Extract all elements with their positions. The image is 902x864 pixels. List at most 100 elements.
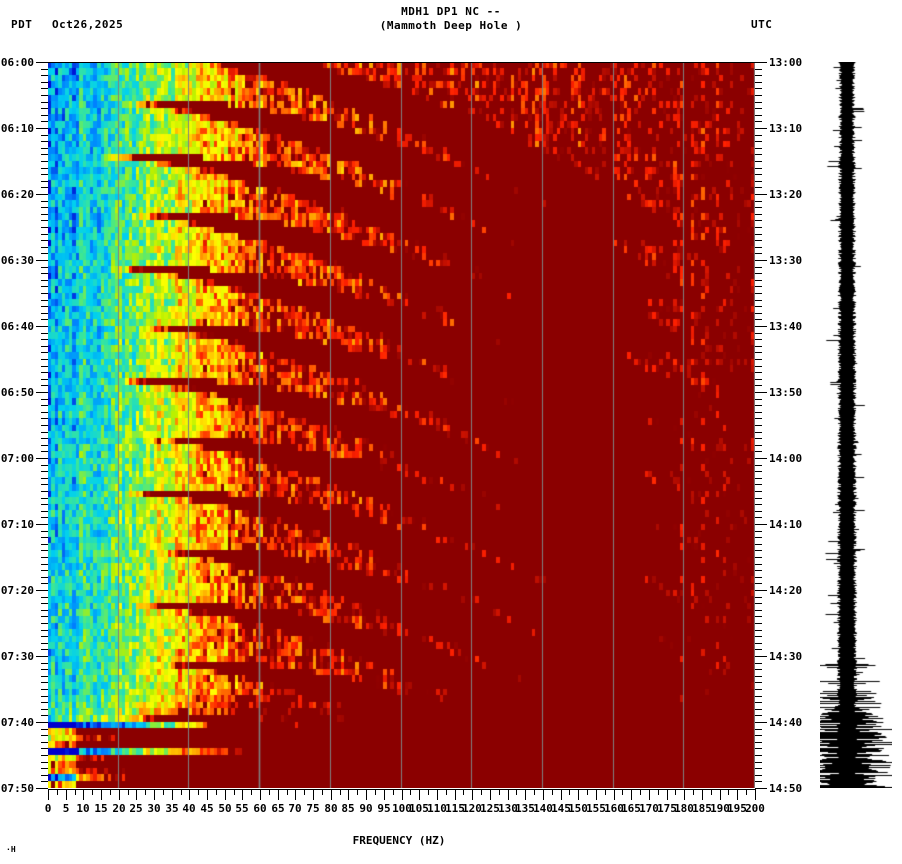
freq-tick-major [737,789,738,800]
time-tick-minor-right [755,630,762,631]
freq-label: 165 [621,802,641,815]
freq-tick-minor [234,789,235,795]
freq-tick-major [242,789,243,800]
time-tick-minor-left [41,438,48,439]
freq-tick-major [596,789,597,800]
time-label-pdt: 07:50 [0,782,34,795]
freq-tick-minor [605,789,606,795]
date-label: Oct26,2025 [52,18,124,31]
freq-tick-minor [658,789,659,795]
time-tick-minor-left [41,623,48,624]
freq-tick-minor [357,789,358,795]
seismogram-trace-canvas[interactable] [820,62,892,788]
time-tick-minor-right [755,267,762,268]
freq-label: 120 [462,802,482,815]
time-tick-minor-right [755,669,762,670]
time-tick-minor-right [755,577,762,578]
time-tick-minor-right [755,385,762,386]
freq-label: 75 [306,802,320,815]
time-tick-minor-right [755,102,762,103]
freq-tick-major [225,789,226,800]
time-tick-minor-left [41,220,48,221]
time-label-utc: 14:50 [769,782,803,795]
freq-tick-major [48,789,49,800]
freq-tick-major [154,789,155,800]
time-tick-minor-left [41,696,48,697]
time-tick-minor-right [755,676,762,677]
freq-tick-minor [481,789,482,795]
time-label-pdt: 06:10 [0,122,34,135]
time-tick-minor-left [41,465,48,466]
time-tick-minor-left [41,161,48,162]
time-tick-minor-left [41,544,48,545]
spectrogram-plot[interactable] [48,62,755,788]
time-tick-minor-right [755,742,762,743]
freq-tick-major [702,789,703,800]
freq-label: 180 [674,802,694,815]
time-label-utc: 13:50 [769,386,803,399]
time-label-pdt: 07:40 [0,716,34,729]
time-tick-minor-left [41,385,48,386]
freq-label: 200 [745,802,765,815]
time-tick-minor-right [755,293,762,294]
freq-tick-minor [287,789,288,795]
time-tick-minor-left [41,412,48,413]
time-tick-minor-left [41,154,48,155]
time-tick-minor-left [41,306,48,307]
seismogram-trace-panel[interactable] [820,62,892,788]
time-tick-minor-right [755,432,762,433]
time-tick-minor-right [755,253,762,254]
time-tick-minor-left [41,775,48,776]
freq-label: 15 [94,802,108,815]
time-tick-minor-right [755,168,762,169]
time-tick-minor-left [41,339,48,340]
time-tick-minor-right [755,359,762,360]
time-tick-minor-left [41,649,48,650]
time-tick-minor-right [755,352,762,353]
time-tick-minor-left [41,663,48,664]
time-label-pdt: 07:30 [0,650,34,663]
freq-tick-minor [128,789,129,795]
time-label-pdt: 06:50 [0,386,34,399]
freq-label: 50 [218,802,232,815]
freq-tick-minor [163,789,164,795]
time-tick-minor-left [41,676,48,677]
time-tick-minor-left [41,280,48,281]
time-label-utc: 14:30 [769,650,803,663]
spectrogram-canvas[interactable] [48,62,755,788]
time-tick-minor-left [41,643,48,644]
time-tick-minor-right [755,207,762,208]
time-tick-minor-right [755,372,762,373]
time-tick-minor-right [755,715,762,716]
freq-label: 190 [710,802,730,815]
freq-tick-minor [251,789,252,795]
freq-label: 80 [324,802,338,815]
time-tick-minor-left [41,491,48,492]
freq-tick-major [66,789,67,800]
freq-tick-minor [711,789,712,795]
time-tick-minor-left [41,603,48,604]
freq-label: 195 [727,802,747,815]
time-tick-major-left [36,194,48,195]
time-tick-minor-left [41,187,48,188]
time-tick-minor-left [41,498,48,499]
time-tick-major-left [36,128,48,129]
freq-tick-major [561,789,562,800]
time-tick-minor-right [755,709,762,710]
time-tick-minor-left [41,253,48,254]
freq-label: 30 [147,802,161,815]
time-label-utc: 14:40 [769,716,803,729]
time-tick-minor-left [41,531,48,532]
freq-tick-major [472,789,473,800]
time-tick-minor-right [755,82,762,83]
time-tick-minor-left [41,352,48,353]
time-tick-minor-right [755,115,762,116]
freq-tick-major [543,789,544,800]
time-label-utc: 13:20 [769,188,803,201]
time-tick-minor-right [755,141,762,142]
freq-tick-major [295,789,296,800]
freq-label: 140 [533,802,553,815]
time-tick-minor-right [755,227,762,228]
time-label-pdt: 07:20 [0,584,34,597]
header: PDT Oct26,2025 MDH1 DP1 NC -- (Mammoth D… [0,0,902,40]
